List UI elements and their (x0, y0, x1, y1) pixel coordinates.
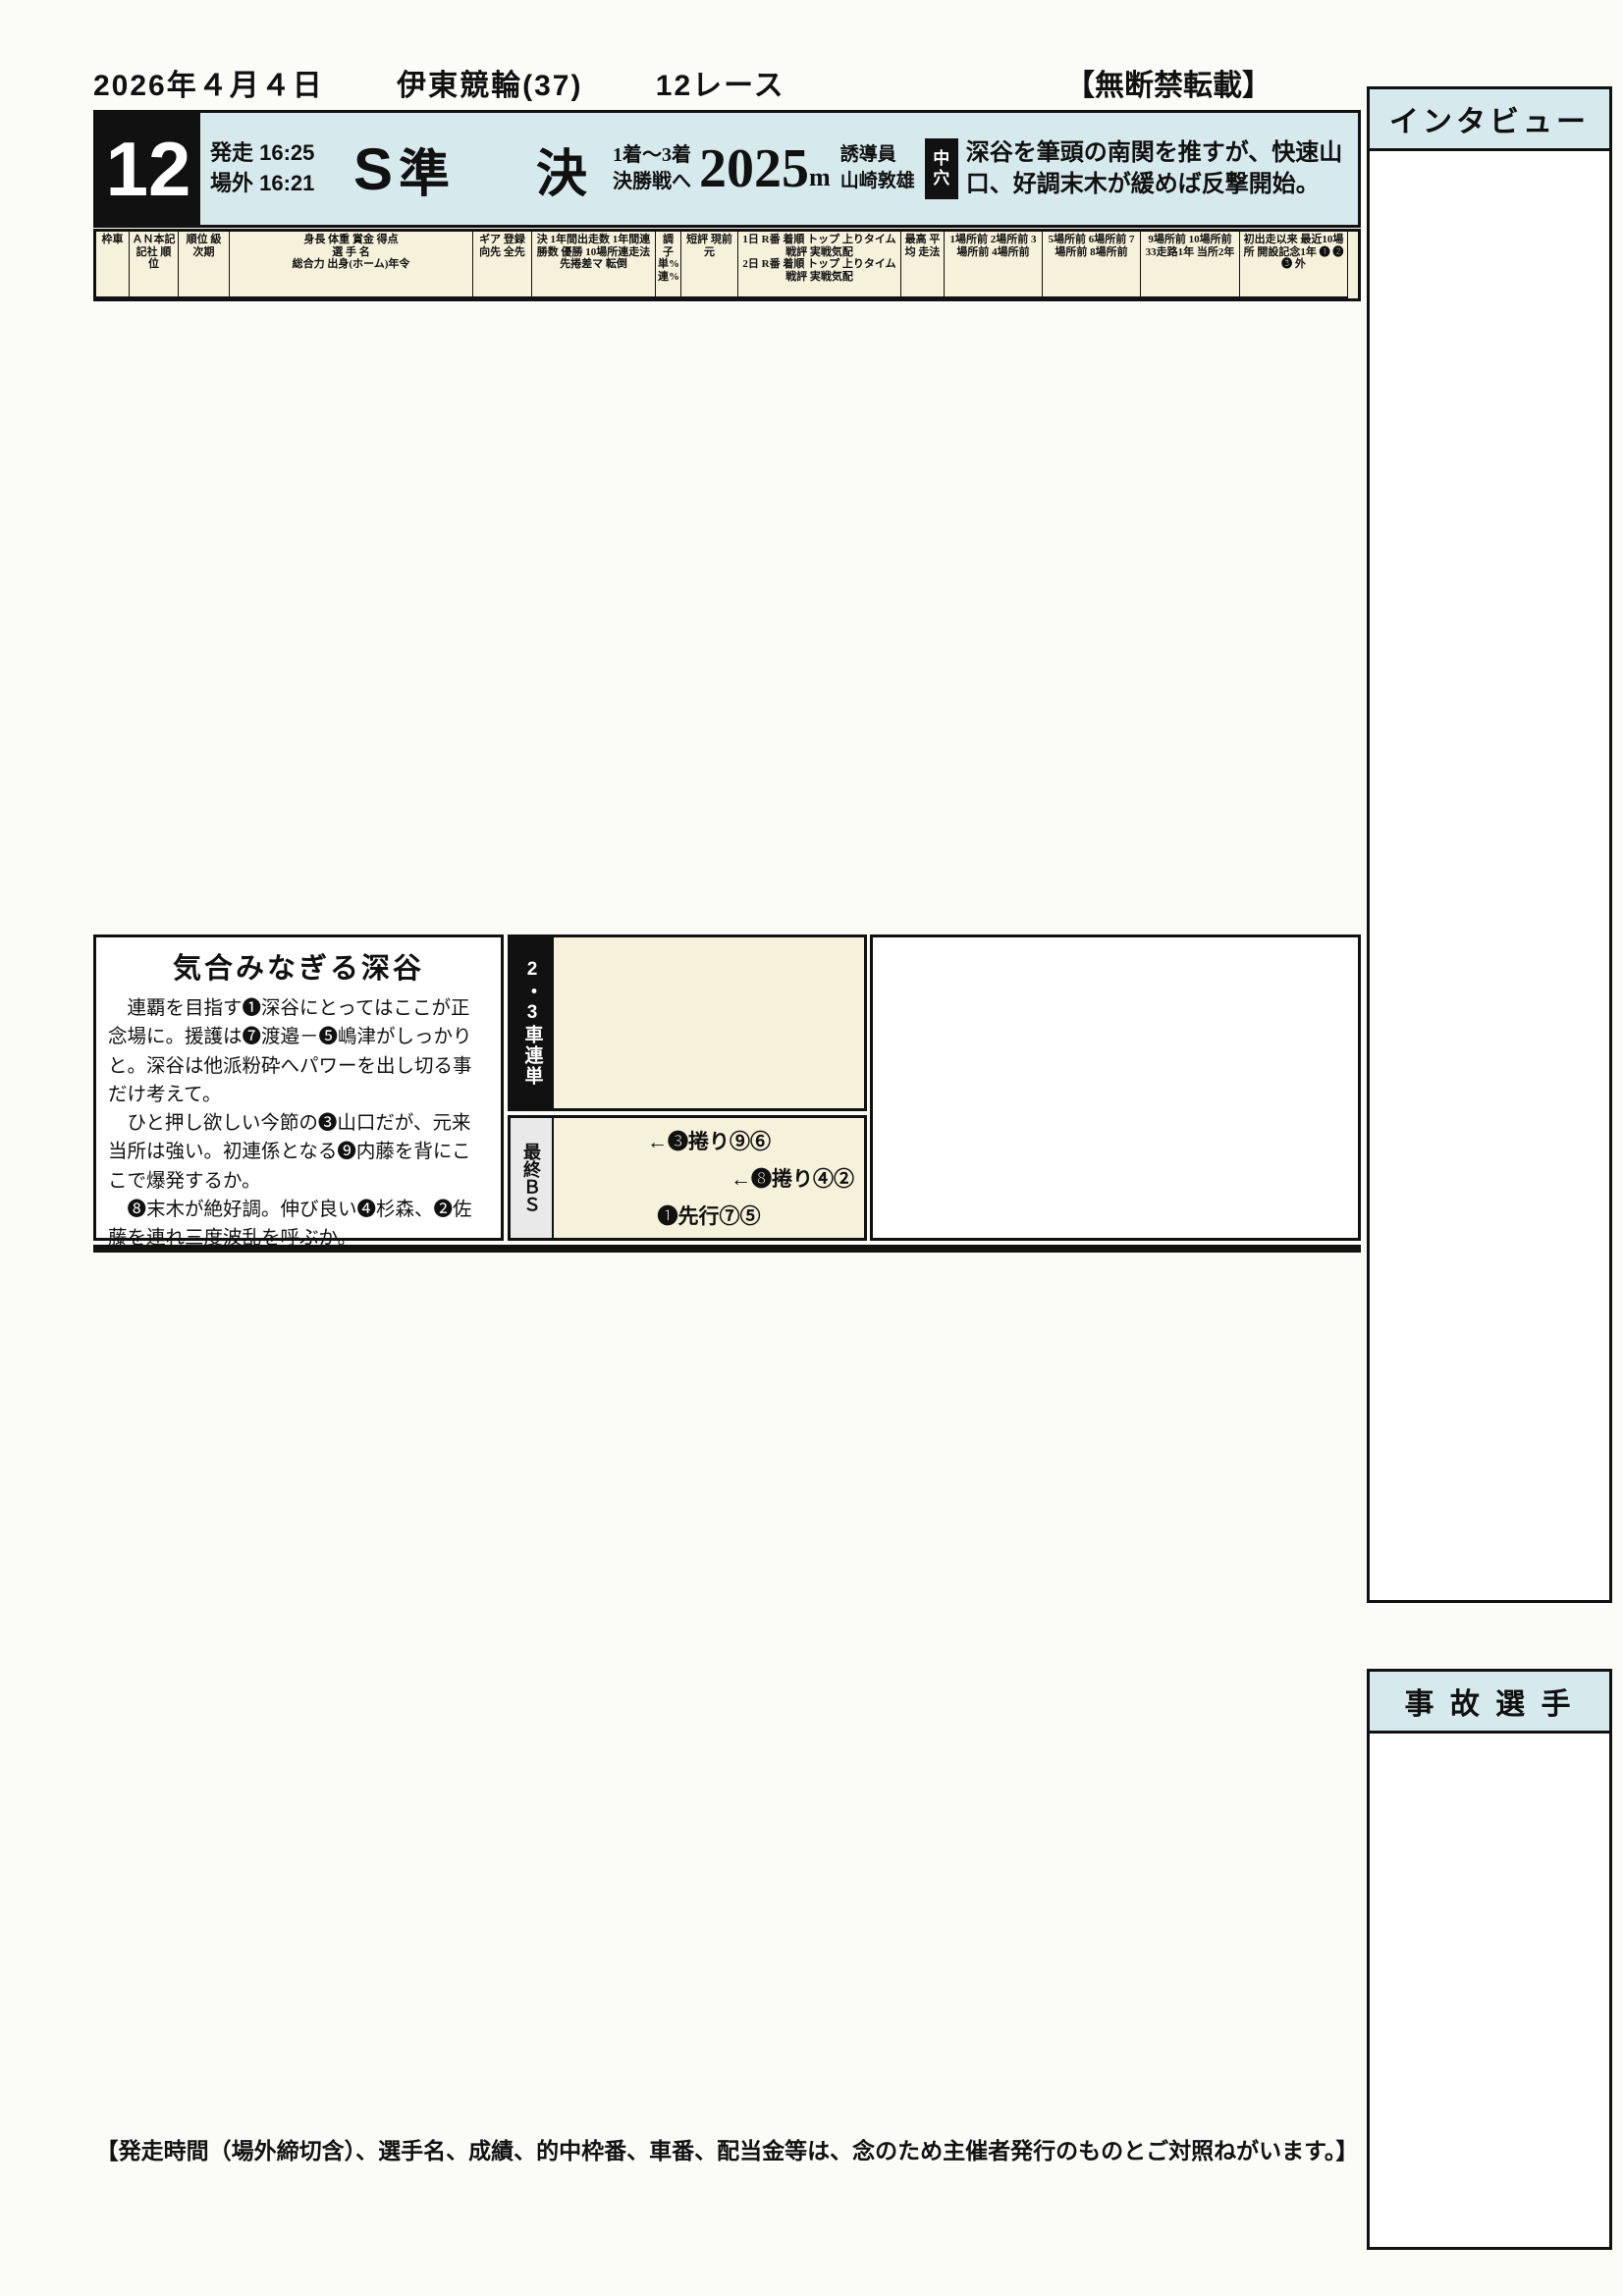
advance-condition: 1着～3着 決勝戦へ (605, 113, 699, 225)
grade-mark: S (353, 135, 394, 202)
header-line: 短評 現前元 (686, 234, 732, 258)
header-line: ギア 登録 向先 全先 (479, 234, 525, 258)
rider-table-header-cell: ギア 登録 向先 全先 (473, 232, 532, 298)
race-number: 12 (96, 113, 200, 225)
final-bs-label: 最終ＢＳ (511, 1118, 554, 1238)
header-line: 順位 級 次期 (186, 234, 222, 258)
rider-table: 枠車 ＡＮ本記記社 順位 順位 級 次期 身長 体重 賞金 得点選 手 名総合力 出身… (93, 229, 1361, 301)
rider-table-header-cell: 調子 単% 連% (656, 232, 681, 298)
rider-table-header: 枠車 ＡＮ本記記社 順位 順位 級 次期 身長 体重 賞金 得点選 手 名総合力 出身… (96, 232, 1358, 298)
analysis-paragraph: 連覇を目指す❶深谷にとってはここが正念場に。援護は❼渡邉－❺嶋津がしっかりと。深… (108, 998, 472, 1105)
race-times: 発走 16:25 場外 16:21 (200, 113, 348, 225)
header-line: 総合力 出身(ホーム)年令 (292, 258, 410, 271)
race-comment: 深谷を筆頭の南関を推すが、快速山口、好調末木が緩めば反撃開始。 (965, 139, 1343, 197)
trifecta-picks-box: 2・3車連単 (508, 934, 867, 1111)
header-line: 戦評 実戦気配 (785, 245, 853, 258)
pacer-info: 誘導員 山崎敦雄 (831, 113, 925, 225)
advance-top: 1着～3着 (613, 144, 692, 166)
rider-table-header-cell: 順位 級 次期 (179, 232, 230, 298)
advance-bottom: 決勝戦へ (613, 171, 692, 192)
start-time: 発走 16:25 (210, 140, 315, 166)
distance-unit: m (809, 163, 831, 191)
header-line: 戦評 実戦気配 (785, 270, 853, 283)
prediction-mark-badge: 中穴 (924, 138, 958, 199)
rider-table-header-cell: 5場所前 6場所前 7場所前 8場所前 (1043, 232, 1141, 298)
bs-line: ←❽捲り④② (730, 1168, 854, 1191)
header-line: 調子 単% 連% (658, 234, 679, 283)
header-line: 選 手 名 (332, 245, 370, 258)
accident-title: 事 故 選 手 (1370, 1672, 1609, 1734)
header-line: 身長 体重 賞金 得点 (303, 234, 399, 245)
race-title: 準 決 (399, 145, 606, 203)
header-line: 2日 R番 着順 トップ 上りタイム (742, 258, 896, 271)
analysis-title: 気合みなぎる深谷 (172, 953, 424, 985)
analysis-box: 気合みなぎる深谷 連覇を目指す❶深谷にとってはここが正念場に。援護は❼渡邉－❺嶋… (93, 934, 504, 1249)
pacer-name: 山崎敦雄 (839, 171, 915, 191)
rider-table-header-cell: 初出走以来 最近10場所 開設記念1年 ❶ ❷ ❸ 外 (1240, 232, 1348, 298)
interview-title: インタビュー (1370, 89, 1609, 151)
distance-value: 2025 (699, 138, 810, 199)
rider-table-header-cell: 短評 現前元 (681, 232, 738, 298)
interview-entries (1370, 151, 1609, 171)
results-header (96, 1248, 1358, 1250)
header-line: 1場所前 2場所前 3場所前 4場所前 (949, 234, 1037, 258)
rider-table-header-cell: 9場所前 10場所前 33走路1年 当所2年 (1141, 232, 1240, 298)
rider-table-header-cell: 身長 体重 賞金 得点選 手 名総合力 出身(ホーム)年令 (230, 232, 473, 298)
analysis-paragraph: ひと押し欲しい今節の❸山口だが、元来当所は強い。初連係となる❾内藤を背にここで爆… (108, 1113, 471, 1192)
header-line: ＡＮ本記記社 順位 (132, 234, 176, 271)
rider-table-header-cell: ＡＮ本記記社 順位 (130, 232, 179, 298)
trifecta-picks (554, 937, 864, 1108)
lineup-table (870, 934, 1361, 1241)
header-line: 5場所前 6場所前 7場所前 8場所前 (1048, 234, 1135, 258)
final-bs-lines: ←❸捲り⑨⑥ ←❽捲り④② ❶先行⑦⑤ (554, 1118, 864, 1238)
interview-panel: インタビュー (1367, 86, 1612, 1603)
header-line: 最高 平均 走法 (904, 234, 941, 258)
analysis-paragraph: ❽末木が絶好調。伸び良い❹杉森、❷佐藤を連れ三度波乱を呼ぶか。 (108, 1199, 472, 1249)
header-line: 枠車 (101, 234, 124, 245)
track-name: 伊東競輪(37) (397, 70, 583, 102)
rider-table-header-cell: 決 1年間出走数 1年間連勝数 優勝 10場所連走法 先捲差マ 転倒 (532, 232, 656, 298)
no-reprint-notice: 【無断禁転載】 (1065, 70, 1271, 102)
rider-table-header-cell: 1日 R番 着順 トップ 上りタイム 戦評 実戦気配 2日 R番 着順 トップ 上り… (738, 232, 901, 298)
pacer-label: 誘導員 (839, 144, 896, 166)
race-header-bar: 12 発走 16:25 場外 16:21 S 準 決 1着～3着 決勝戦へ 20… (93, 110, 1361, 228)
race-date: 2026年４月４日 (93, 70, 324, 102)
accident-entries (1370, 1734, 1609, 1753)
footer-notice: 【発走時間（場外締切含）、選手名、成績、的中枠番、車番、配当金等は、念のため主催… (95, 2138, 1359, 2163)
accident-panel: 事 故 選 手 (1367, 1669, 1612, 2250)
rider-table-header-cell: 最高 平均 走法 (901, 232, 945, 298)
offsite-time: 場外 16:21 (210, 171, 315, 195)
race-number-label: 12レース (655, 70, 785, 102)
bs-line: ❶先行⑦⑤ (657, 1205, 761, 1228)
rider-table-header-cell: 枠車 (96, 232, 130, 298)
rider-table-header-cell: 1場所前 2場所前 3場所前 4場所前 (945, 232, 1043, 298)
date-track-race-line: 2026年４月４日 伊東競輪(37) 12レース (93, 61, 785, 104)
header-line: 初出走以来 最近10場所 開設記念1年 ❶ ❷ ❸ 外 (1243, 234, 1344, 271)
bs-line: ←❸捲り⑨⑥ (647, 1131, 771, 1153)
header-line: 決 1年間出走数 1年間連勝数 優勝 10場所連走法 先捲差マ 転倒 (536, 234, 651, 271)
trifecta-label: 2・3車連単 (511, 937, 554, 1108)
final-backstretch-box: 最終ＢＳ ←❸捲り⑨⑥ ←❽捲り④② ❶先行⑦⑤ (508, 1115, 867, 1241)
header-line: 1日 R番 着順 トップ 上りタイム (742, 234, 896, 245)
race-distance: 2025 m (699, 113, 831, 225)
results-history-table (93, 1245, 1361, 1253)
header-line: 9場所前 10場所前 33走路1年 当所2年 (1145, 234, 1235, 258)
